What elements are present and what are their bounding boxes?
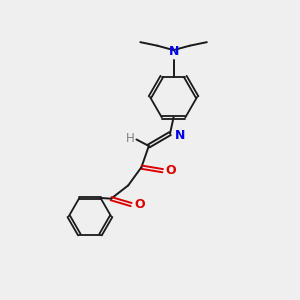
Text: N: N xyxy=(169,45,179,58)
Text: H: H xyxy=(126,131,135,145)
Text: O: O xyxy=(134,198,145,211)
Text: O: O xyxy=(166,164,176,177)
Text: N: N xyxy=(175,129,186,142)
